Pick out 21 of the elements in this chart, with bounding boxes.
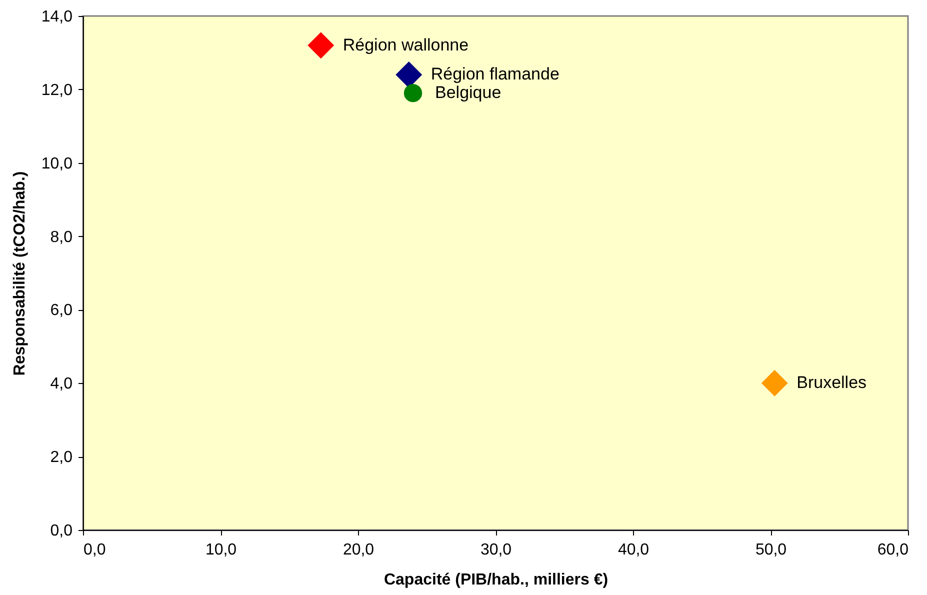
- x-tick-label: 10,0: [205, 542, 237, 558]
- y-tick-label: 12,0: [41, 82, 73, 99]
- y-tick-label: 8,0: [50, 228, 73, 246]
- series-label: Bruxelles: [796, 373, 867, 392]
- series-label: Région wallonne: [342, 35, 469, 54]
- y-tick-label: 14,0: [41, 8, 73, 26]
- x-tick-label: 0,0: [84, 542, 106, 558]
- x-tick-label: 60,0: [877, 542, 909, 558]
- y-tick-label: 2,0: [50, 449, 73, 466]
- x-tick-label: 30,0: [480, 542, 512, 558]
- y-axis-title: Responsabilité (tCO2/hab.): [11, 171, 28, 376]
- x-tick-label: 40,0: [618, 542, 650, 558]
- series-label: Région flamande: [430, 64, 560, 84]
- y-tick-label: 6,0: [50, 302, 73, 320]
- y-tick-label: 10,0: [41, 155, 73, 172]
- x-tick-label: 20,0: [342, 542, 374, 558]
- x-axis-title: Capacité (PIB/hab., milliers €): [384, 572, 608, 588]
- series-label: Belgique: [435, 83, 502, 102]
- x-tick-label: 50,0: [755, 542, 787, 558]
- y-tick-label: 4,0: [50, 376, 73, 393]
- y-tick-label: 0,0: [50, 522, 73, 540]
